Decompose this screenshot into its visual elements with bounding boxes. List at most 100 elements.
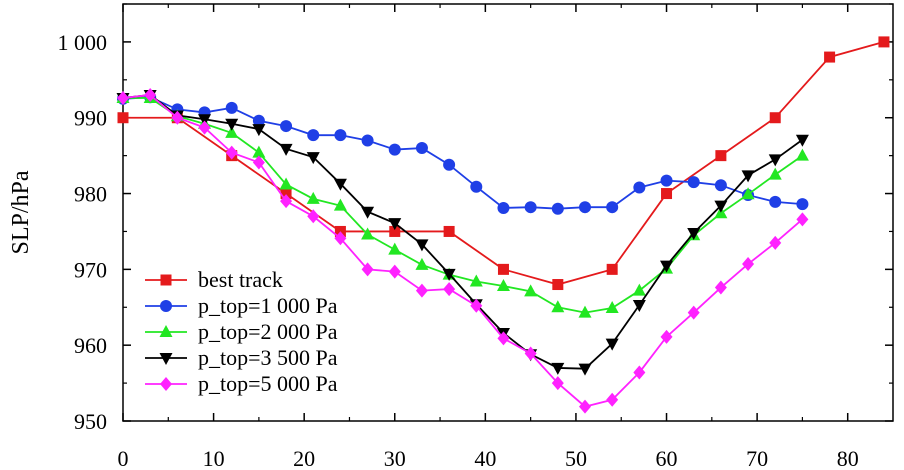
series-layer [116, 36, 890, 414]
data-point [388, 143, 401, 156]
data-point [524, 284, 538, 297]
data-point [551, 376, 564, 391]
data-point [605, 338, 619, 351]
x-tick-label: 10 [203, 446, 225, 470]
series-4 [117, 87, 809, 414]
data-point [307, 129, 320, 142]
data-point [714, 200, 728, 213]
data-point [524, 201, 537, 214]
data-point [306, 152, 320, 165]
data-point [198, 120, 211, 135]
data-point [769, 195, 782, 208]
x-axis: 0 10 20 30 40 50 60 70 80 [118, 4, 859, 470]
data-point [796, 212, 809, 227]
data-point [470, 180, 483, 193]
data-point [660, 174, 673, 187]
data-point [579, 399, 591, 414]
data-point [768, 154, 782, 167]
data-point [633, 181, 646, 194]
data-point [742, 257, 755, 272]
data-point [715, 150, 727, 162]
data-point [551, 202, 564, 215]
data-point [415, 257, 429, 270]
data-point [469, 274, 483, 287]
data-point [443, 225, 455, 237]
data-point [144, 87, 157, 102]
data-point [632, 283, 646, 296]
x-tick-label: 50 [565, 446, 587, 470]
legend-label: p_top=5 000 Pa [198, 371, 338, 396]
data-point [279, 177, 293, 190]
data-point [280, 120, 293, 133]
data-point [117, 112, 129, 124]
data-point [389, 225, 401, 237]
data-point [252, 145, 266, 158]
data-point [741, 170, 755, 183]
y-tick-label: 970 [74, 257, 107, 282]
x-tick-label: 40 [474, 446, 496, 470]
data-point [714, 179, 727, 192]
data-point [878, 36, 890, 48]
x-tick-label: 70 [746, 446, 768, 470]
data-point [606, 392, 619, 407]
data-point [824, 51, 836, 63]
data-point [225, 125, 239, 138]
data-point [252, 124, 266, 137]
legend-label: p_top=1 000 Pa [198, 293, 338, 318]
series-1 [117, 91, 809, 215]
data-point [741, 187, 755, 200]
data-point [279, 143, 293, 156]
data-point [225, 101, 238, 114]
x-tick-label: 80 [837, 446, 859, 470]
data-point [524, 346, 537, 361]
data-point [225, 145, 238, 160]
data-point [795, 134, 809, 147]
legend-marker [159, 353, 173, 365]
data-point [660, 260, 674, 273]
data-point [470, 298, 483, 313]
data-point [361, 134, 374, 147]
data-point [661, 188, 673, 200]
data-point [252, 155, 265, 170]
data-point [415, 283, 428, 298]
data-point [334, 129, 347, 142]
legend-label: best track [198, 267, 283, 292]
data-point [225, 118, 239, 131]
data-point [361, 206, 375, 219]
series-line [122, 96, 803, 210]
data-point [497, 331, 510, 346]
legend-marker [160, 274, 172, 286]
data-point [606, 263, 618, 275]
y-tick-label: 980 [74, 182, 107, 207]
data-point [687, 305, 700, 320]
data-point [280, 194, 293, 209]
data-point [307, 209, 320, 224]
data-point [252, 114, 265, 127]
series-line [122, 94, 803, 370]
data-point [687, 227, 701, 240]
data-point [579, 201, 591, 214]
data-point [388, 242, 402, 255]
data-point [633, 365, 646, 380]
x-tick-label: 20 [293, 446, 315, 470]
data-point [306, 191, 320, 204]
y-axis-title: SLP/hPa [8, 170, 34, 254]
data-point [442, 268, 456, 281]
legend-item: p_top=3 500 Pa [145, 345, 338, 370]
legend-label: p_top=2 000 Pa [198, 319, 338, 344]
data-point [632, 299, 646, 312]
legend-marker [160, 300, 172, 312]
legend-label: p_top=3 500 Pa [198, 345, 338, 370]
data-point [388, 218, 402, 231]
plot-border [122, 3, 894, 422]
y-tick-label: 960 [74, 333, 107, 358]
data-point [333, 178, 347, 191]
x-tick-label: 0 [118, 446, 129, 470]
data-point [171, 110, 184, 125]
data-point [443, 158, 456, 171]
data-point [388, 264, 401, 279]
y-tick-label: 990 [74, 106, 107, 131]
x-tick-label: 60 [656, 446, 678, 470]
